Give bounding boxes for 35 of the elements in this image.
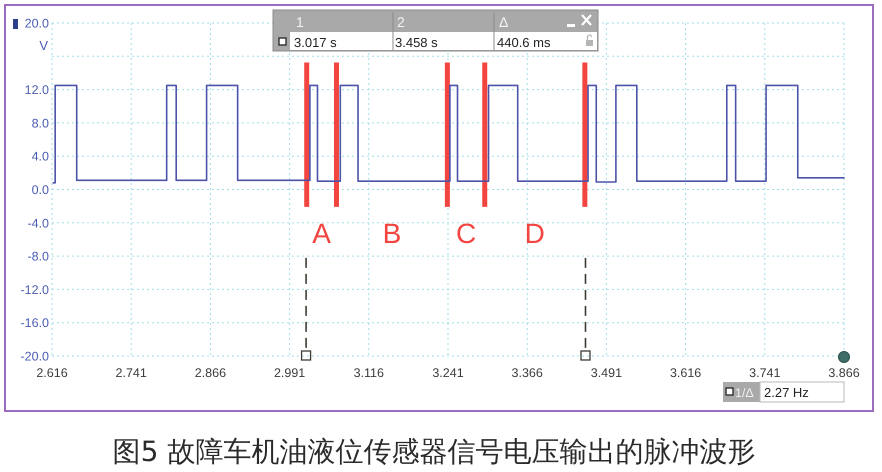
- xtick-label: 3.866: [828, 366, 860, 380]
- ytick-label: 8.0: [32, 116, 49, 130]
- readout-header: Δ: [499, 14, 508, 30]
- ytick-label: 0.0: [32, 183, 49, 197]
- freq-value: 2.27 Hz: [764, 385, 809, 400]
- xtick-label: 2.866: [194, 366, 226, 380]
- xtick-label: 3.241: [432, 366, 464, 380]
- freq-label: 1/Δ: [735, 386, 754, 400]
- xtick-label: 3.616: [670, 366, 702, 380]
- xtick-label: 3.366: [512, 366, 543, 380]
- annotation: C: [456, 218, 476, 249]
- ytick-label: 12.0: [24, 83, 49, 98]
- xtick-label: 3.491: [590, 366, 622, 380]
- annotation: B: [382, 218, 402, 249]
- ytick-label: -12.0: [20, 282, 49, 297]
- ytick-label: -8.0: [27, 250, 49, 264]
- xtick-label: 3.116: [354, 366, 384, 380]
- xtick-label: 2.616: [36, 366, 68, 380]
- xtick-label: 2.741: [116, 366, 147, 380]
- ytick-label: -4.0: [27, 216, 49, 230]
- annotation: D: [524, 218, 545, 249]
- title: 图5 故障车机油液位传感器信号电压输出的脉冲波形: [112, 435, 756, 468]
- readout-header: 1: [296, 14, 304, 30]
- annotation: A: [312, 218, 331, 249]
- xtick-label: 2.991: [274, 366, 306, 380]
- ytick-label: 20.0: [24, 16, 49, 30]
- readout-value: 3.017 s: [294, 35, 337, 50]
- ytick-label: 4.0: [32, 150, 49, 164]
- readout-value: 3.458 s: [395, 35, 438, 50]
- ylabel: V: [39, 38, 48, 53]
- readout-value: 440.6 ms: [497, 35, 550, 50]
- readout-header: 2: [397, 14, 405, 30]
- ytick-label: -20.0: [20, 350, 49, 364]
- xtick-label: 3.741: [749, 366, 780, 380]
- ytick-label: -16.0: [20, 316, 49, 330]
